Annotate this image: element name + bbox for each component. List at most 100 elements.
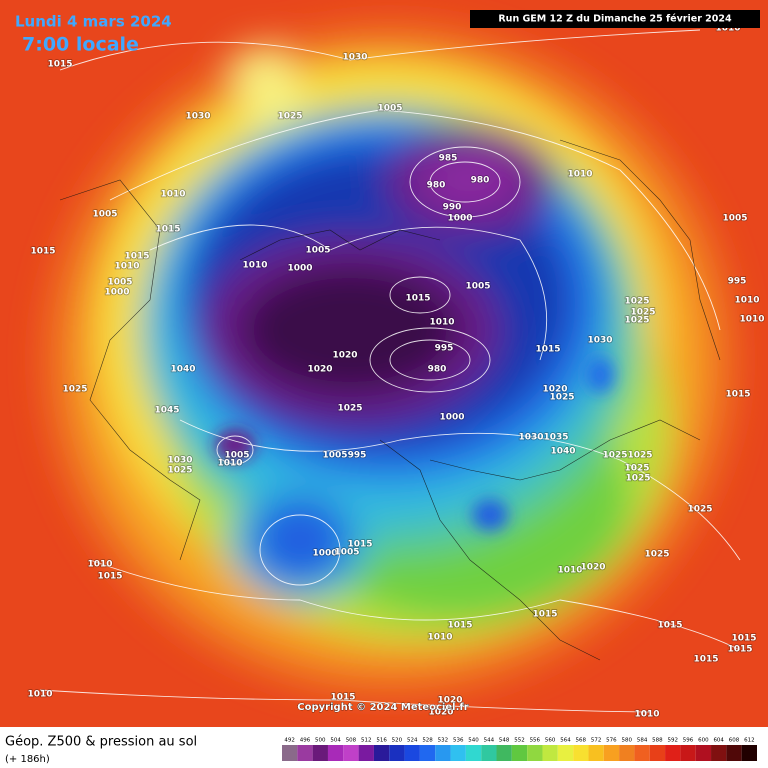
scale-label: 612 <box>744 738 755 744</box>
isobar-label: 1000 <box>447 214 472 224</box>
scale-label: 496 <box>300 738 311 744</box>
scale-label: 500 <box>315 738 326 744</box>
scale-label: 532 <box>438 738 449 744</box>
isobar-label: 1015 <box>97 572 122 582</box>
isobar-label: 1025 <box>625 474 650 484</box>
isobar-label: 1020 <box>428 708 453 718</box>
isobar-label: 1030 <box>167 456 192 466</box>
scale-swatch <box>573 745 589 761</box>
isobar-label: 1010 <box>734 296 759 306</box>
scale-label: 596 <box>683 738 694 744</box>
isobar-label: 1025 <box>62 385 87 395</box>
isobar-label: 1010 <box>114 262 139 272</box>
isobar-label: 1025 <box>549 393 574 403</box>
isobar-label: 1025 <box>624 316 649 326</box>
scale-label: 540 <box>468 738 479 744</box>
scale-swatch <box>726 745 742 761</box>
isobar-label: 1040 <box>550 447 575 457</box>
scale-swatch <box>373 745 390 761</box>
isobar-label: 1010 <box>739 315 764 325</box>
isobar-label: 1015 <box>155 225 180 235</box>
isobar-label: 1030 <box>587 336 612 346</box>
scale-swatch <box>465 745 482 761</box>
isobar-label: 1015 <box>447 621 472 631</box>
isobar-label: 985 <box>439 154 458 164</box>
isobar-label: 1005 <box>305 246 330 256</box>
isobar-label: 1015 <box>532 610 557 620</box>
scale-label: 544 <box>484 738 495 744</box>
scale-label: 556 <box>530 738 541 744</box>
isobar-label: 1010 <box>567 170 592 180</box>
isobar-label: 995 <box>728 277 747 287</box>
scale-label: 512 <box>361 738 372 744</box>
isobars <box>39 29 741 713</box>
isobar-label: 1010 <box>217 459 242 469</box>
scale-label: 520 <box>392 738 403 744</box>
scale-swatch <box>557 745 574 761</box>
isobar-label: 1025 <box>602 451 627 461</box>
scale-swatch <box>450 745 466 761</box>
scale-swatch <box>741 745 757 761</box>
isobar-label: 1025 <box>277 112 302 122</box>
scale-label: 608 <box>729 738 740 744</box>
scale-swatch <box>343 745 359 761</box>
scale-label: 584 <box>637 738 648 744</box>
run-label: Run GEM 12 Z du Dimanche 25 février 2024 <box>498 14 732 25</box>
isobar-label: 1040 <box>170 365 195 375</box>
isobar-label: 1020 <box>332 351 357 361</box>
isobar-label: 1015 <box>124 252 149 262</box>
scale-label: 536 <box>453 738 464 744</box>
scale-swatch <box>297 745 313 761</box>
scale-label: 560 <box>545 738 556 744</box>
isobar-label: 1030 <box>185 112 210 122</box>
isobar-label: 1005 <box>465 282 490 292</box>
isobar-label: 1005 <box>334 548 359 558</box>
isobar-label: 1015 <box>731 634 756 644</box>
scale-swatch <box>588 745 604 761</box>
isobar-label: 1015 <box>535 345 560 355</box>
scale-swatch <box>680 745 696 761</box>
isobar-label: 1005 <box>722 214 747 224</box>
scale-label: 528 <box>422 738 433 744</box>
scale-swatch <box>527 745 543 761</box>
isobar-label: 1010 <box>429 318 454 328</box>
isobar-label: 1035 <box>543 433 568 443</box>
isobar-label: 1020 <box>580 563 605 573</box>
scale-swatch <box>634 745 650 761</box>
scale-swatch <box>603 745 620 761</box>
isobar-label: 1010 <box>87 560 112 570</box>
isobar-label: 1015 <box>47 60 72 70</box>
legend-title: Géop. Z500 & pression au sol <box>5 735 197 750</box>
isobar-label: 1020 <box>307 365 332 375</box>
isobar-label: 1025 <box>337 404 362 414</box>
legend-subtitle: (+ 186h) <box>5 754 50 765</box>
isobar-label: 1025 <box>627 451 652 461</box>
scale-swatch <box>312 745 328 761</box>
isobar-label: 1020 <box>437 696 462 706</box>
scale-swatch <box>511 745 528 761</box>
isobar-label: 1015 <box>330 693 355 703</box>
isobar-label: 1000 <box>439 413 464 423</box>
isobar-label: 980 <box>471 176 490 186</box>
scale-swatch <box>695 745 712 761</box>
scale-label: 576 <box>606 738 617 744</box>
isobar-label: 1025 <box>624 464 649 474</box>
scale-label: 552 <box>514 738 525 744</box>
scale-label: 516 <box>376 738 387 744</box>
isobar-label: 990 <box>443 203 462 213</box>
isobar-label: 980 <box>428 365 447 375</box>
scale-swatch <box>419 745 436 761</box>
isobar-label: 1045 <box>154 406 179 416</box>
isobar-label: 1005 <box>377 104 402 114</box>
date-label: Lundi 4 mars 2024 <box>15 13 172 31</box>
scale-label: 564 <box>560 738 571 744</box>
isobar-label: 1025 <box>687 505 712 515</box>
scale-swatch <box>481 745 497 761</box>
scale-label: 504 <box>330 738 341 744</box>
isobar-label: 995 <box>348 451 367 461</box>
scale-label: 548 <box>499 738 510 744</box>
isobar-label: 1010 <box>27 690 52 700</box>
